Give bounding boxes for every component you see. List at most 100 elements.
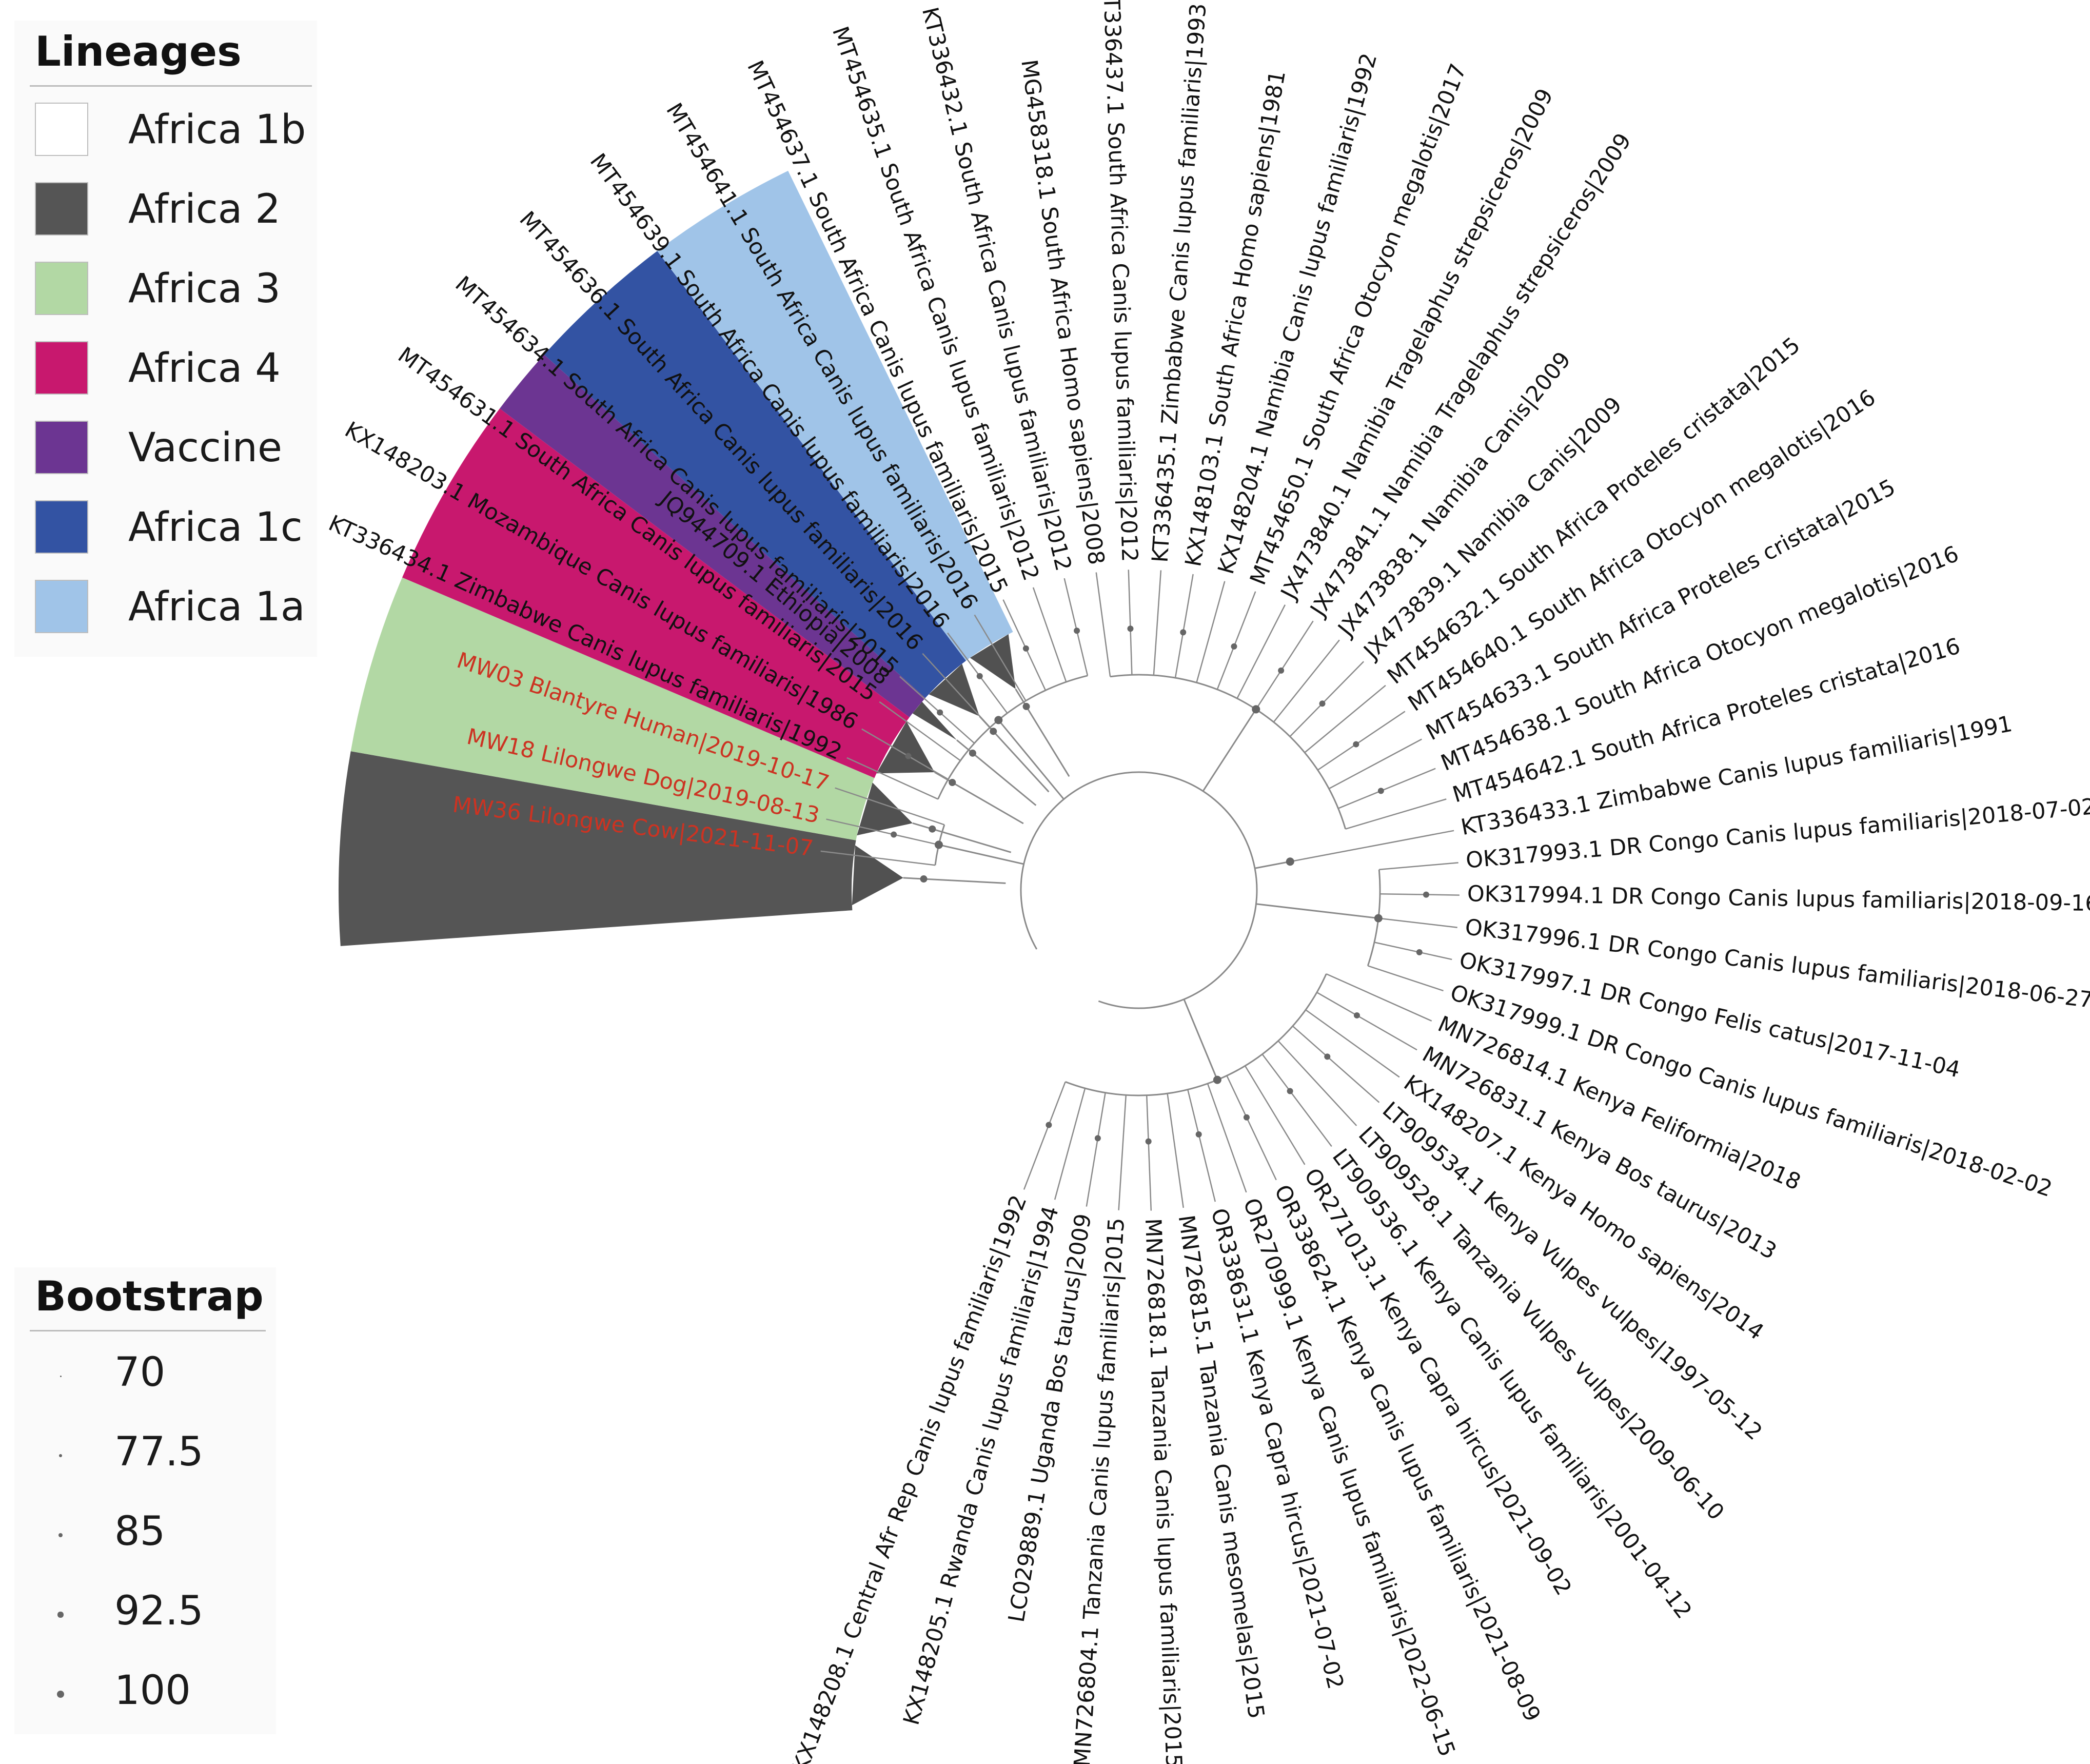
- clade-wedge: [339, 751, 856, 946]
- collapsed-clade-triangle: [852, 845, 903, 906]
- tree-branch: [1236, 604, 1286, 699]
- bootstrap-node-dot: [949, 779, 956, 786]
- clade-wedge: [350, 577, 875, 840]
- bootstrap-legend-label: 77.5: [114, 1429, 204, 1475]
- tree-branch: [1202, 709, 1257, 792]
- bootstrap-legend-title: Bootstrap: [35, 1272, 264, 1320]
- bootstrap-node-dot: [1180, 629, 1187, 636]
- bootstrap-node-dot: [1074, 628, 1080, 634]
- tree-branch: [1128, 570, 1133, 675]
- tree-branch: [1345, 798, 1447, 830]
- collapsed-clade-triangle: [857, 782, 913, 836]
- bootstrap-node-dot: [976, 673, 983, 679]
- tree-branch: [835, 787, 945, 826]
- tree-branch: [1290, 830, 1454, 863]
- leaf-label: KT336437.1 South Africa Canis lupus fami…: [1098, 0, 1142, 562]
- tree-branch: [1292, 1025, 1380, 1103]
- tree-branch: [1277, 1040, 1357, 1126]
- bootstrap-node-dot: [1423, 891, 1429, 898]
- leaf-label: MN726818.1 Tanzania Canis lupus familiar…: [1140, 1218, 1187, 1764]
- lineage-color-swatch: [35, 182, 88, 236]
- lineage-color-swatch: [35, 500, 88, 554]
- lineage-legend: Lineages Africa 1b Africa 2 Africa 3 Africa…: [14, 21, 317, 657]
- tree-branch: [1167, 1093, 1185, 1208]
- legend-divider: [30, 85, 312, 87]
- tree-branch: [1065, 973, 1327, 1096]
- tree-branch: [1254, 860, 1291, 869]
- lineage-legend-item: Africa 3: [35, 262, 312, 323]
- tree-branch: [1305, 1009, 1400, 1078]
- bootstrap-node-dot: [937, 709, 943, 716]
- tree-branch: [1187, 1089, 1216, 1202]
- bootstrap-node-dot: [1231, 643, 1237, 650]
- tree-branch: [1304, 684, 1386, 753]
- bootstrap-node-dot: [1278, 667, 1285, 674]
- tree-branch: [1256, 903, 1378, 919]
- bootstrap-node-dot: [1353, 741, 1359, 748]
- leaf-label: OK317994.1 DR Congo Canis lupus familiar…: [1467, 881, 2090, 916]
- tree-branch: [1146, 1095, 1152, 1211]
- tree-root-arc: [1020, 771, 1258, 1009]
- bootstrap-legend-label: 85: [114, 1508, 166, 1555]
- tree-branch: [1316, 992, 1417, 1051]
- bootstrap-node-dot: [929, 825, 936, 833]
- tree-branch: [1207, 1083, 1247, 1193]
- tree-branch: [1255, 620, 1314, 710]
- leaf-label: MG458318.1 South Africa Homo sapiens|200…: [1016, 58, 1109, 566]
- collapsed-clade-triangle: [912, 701, 957, 740]
- tree-branch: [899, 676, 975, 744]
- tree-branch: [903, 877, 1006, 884]
- bootstrap-node-dot: [1145, 1138, 1152, 1145]
- tree-branch: [1326, 973, 1432, 1022]
- tree-branch: [1374, 942, 1452, 961]
- tree-branches: [820, 570, 1460, 1211]
- lineage-color-swatch: [35, 103, 88, 156]
- bootstrap-node-dot: [1374, 914, 1383, 923]
- bootstrap-node-dot: [1127, 625, 1134, 632]
- tree-branch: [820, 850, 936, 866]
- bootstrap-legend-label: 100: [114, 1668, 191, 1714]
- lineage-legend-item: Africa 1a: [35, 580, 312, 641]
- tree-branch: [1273, 639, 1340, 723]
- bootstrap-node-dot: [891, 831, 897, 838]
- bootstrap-node-dot: [1022, 702, 1030, 710]
- tree-branch: [1054, 1088, 1086, 1200]
- leaf-label: MN726815.1 Tanzania Canis mesomelas|2015: [1173, 1213, 1269, 1720]
- collapsed-clade-triangle: [970, 634, 1016, 689]
- tree-branch: [1086, 1092, 1106, 1207]
- bootstrap-legend-item: 70: [35, 1349, 271, 1416]
- lineage-legend-item: Africa 2: [35, 182, 312, 244]
- clade-wedge: [657, 170, 1013, 661]
- bootstrap-node-dot: [969, 749, 976, 757]
- lineage-legend-label: Vaccine: [128, 425, 282, 471]
- lineage-legend-label: Africa 1c: [128, 504, 303, 551]
- bootstrap-node-dot: [1286, 857, 1294, 866]
- tree-branch: [1378, 917, 1457, 928]
- lineage-color-swatch: [35, 262, 88, 315]
- tree-branch: [846, 757, 938, 800]
- lineage-color-swatch: [35, 580, 88, 633]
- lineage-color-swatch: [35, 341, 88, 395]
- clade-wedge: [500, 355, 925, 717]
- bootstrap-size-dot: [58, 1533, 63, 1538]
- bootstrap-node-dot: [994, 716, 1003, 724]
- tree-branch: [1032, 587, 1067, 682]
- bootstrap-node-dot: [1195, 1131, 1202, 1138]
- bootstrap-node-dot: [1213, 1075, 1221, 1084]
- legend-divider: [30, 1330, 266, 1331]
- bootstrap-legend-item: 92.5: [35, 1588, 271, 1655]
- tree-branch: [1244, 1065, 1306, 1165]
- tree-branch: [1063, 578, 1089, 676]
- tree-branch: [1153, 570, 1162, 676]
- tree-branch: [1183, 998, 1218, 1081]
- tree-branch: [1095, 572, 1111, 677]
- lineage-color-swatch: [35, 421, 88, 474]
- tree-branch: [1338, 768, 1436, 809]
- tree-branch: [826, 818, 939, 846]
- tree-branch: [912, 822, 1012, 853]
- tree-branch: [1174, 574, 1194, 678]
- bootstrap-legend-label: 70: [114, 1349, 166, 1396]
- bootstrap-node-dot: [1046, 1122, 1052, 1128]
- tree-branch: [1379, 893, 1460, 896]
